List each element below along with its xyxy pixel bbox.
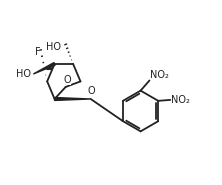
- Text: HO: HO: [46, 42, 61, 52]
- Text: HO: HO: [16, 69, 32, 79]
- Polygon shape: [33, 63, 55, 74]
- Text: O: O: [87, 86, 95, 96]
- Text: F: F: [36, 47, 41, 57]
- Polygon shape: [55, 97, 91, 100]
- Text: NO₂: NO₂: [171, 95, 190, 105]
- Text: NO₂: NO₂: [150, 70, 169, 80]
- Text: O: O: [63, 75, 71, 85]
